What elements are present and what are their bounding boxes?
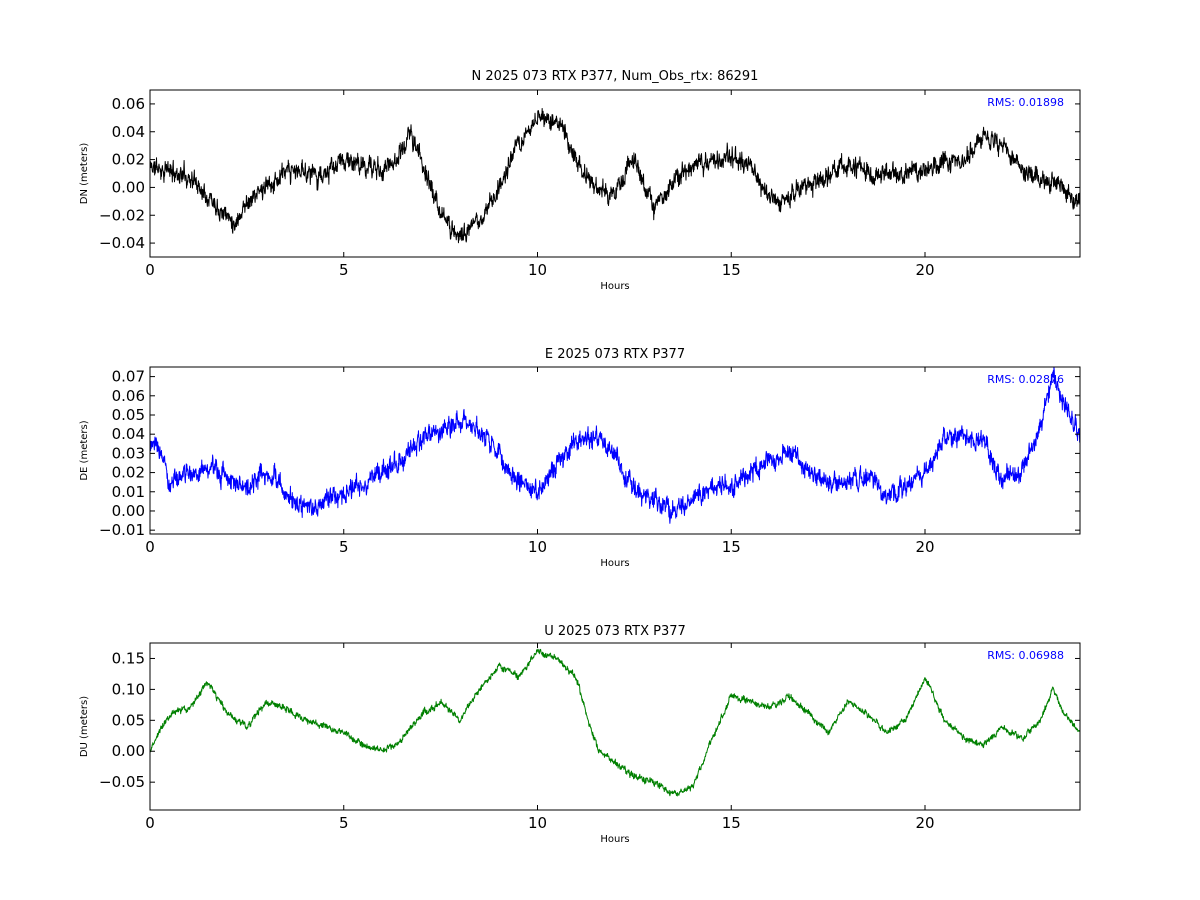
panel-up-rms-annotation: RMS: 0.06988	[987, 649, 1064, 662]
panel-up: U 2025 073 RTX P377 0 5 10 15 20 −0.05 0.00 0.0…	[79, 624, 1081, 845]
y-tick-label: −0.02	[99, 206, 145, 224]
panel-east-ylabel: DE (meters)	[79, 420, 90, 480]
x-tick-label: 20	[915, 261, 934, 279]
y-tick-label: 0.07	[112, 368, 145, 386]
y-tick-label: 0.02	[112, 151, 145, 169]
y-tick-label: −0.01	[99, 521, 145, 539]
panel-north-series-line	[150, 108, 1080, 244]
panel-east-series	[150, 367, 1080, 524]
y-tick-label: 0.06	[112, 95, 145, 113]
panel-north: N 2025 073 RTX P377, Num_Obs_rtx: 86291 …	[79, 69, 1081, 292]
panel-north-xlabel: Hours	[600, 281, 629, 292]
x-tick-label: 20	[915, 538, 934, 556]
panel-east: E 2025 073 RTX P377 0 5 10 15 20−0.010.000.0…	[79, 347, 1081, 569]
x-tick-label: 0	[145, 538, 155, 556]
x-tick-label: 5	[339, 814, 349, 832]
y-tick-label: 0.05	[112, 406, 145, 424]
x-tick-label: 15	[722, 261, 741, 279]
panel-north-series	[150, 108, 1080, 244]
panel-up-xlabel: Hours	[600, 834, 629, 845]
x-tick-label: 0	[145, 261, 155, 279]
panel-east-frame	[149, 366, 1081, 535]
y-tick-label: 0.04	[112, 123, 145, 141]
x-tick-label: 20	[915, 814, 934, 832]
y-tick-label: 0.10	[112, 680, 145, 698]
y-tick-label: 0.03	[112, 444, 145, 462]
panel-north-frame	[149, 89, 1081, 258]
panel-north-ticks: 0 5 10 15 20 −0.04 −0.02 0.00 0.02 0.04 0.06	[99, 90, 1080, 279]
y-tick-label: −0.05	[99, 773, 145, 791]
x-tick-label: 10	[528, 814, 547, 832]
x-tick-label: 0	[145, 814, 155, 832]
y-tick-label: −0.04	[99, 234, 145, 252]
y-tick-label: 0.15	[112, 649, 145, 667]
y-tick-label: 0.05	[112, 711, 145, 729]
panel-up-series-line	[150, 648, 1080, 797]
x-tick-label: 5	[339, 538, 349, 556]
panel-north-rms-annotation: RMS: 0.01898	[987, 96, 1064, 109]
y-tick-label: 0.04	[112, 425, 145, 443]
panel-east-title: E 2025 073 RTX P377	[545, 347, 685, 362]
panel-up-title: U 2025 073 RTX P377	[544, 624, 686, 639]
panel-east-series-line	[150, 367, 1080, 524]
panel-north-ylabel: DN (meters)	[79, 143, 90, 205]
panel-north-title: N 2025 073 RTX P377, Num_Obs_rtx: 86291	[472, 69, 759, 84]
panel-east-xlabel: Hours	[600, 558, 629, 569]
x-tick-label: 10	[528, 538, 547, 556]
y-tick-label: 0.00	[112, 178, 145, 196]
x-tick-label: 5	[339, 261, 349, 279]
y-tick-label: 0.00	[112, 502, 145, 520]
panel-east-ticks: 0 5 10 15 20−0.010.000.010.020.030.040.050.0…	[99, 367, 1080, 556]
panel-up-ylabel: DU (meters)	[79, 696, 90, 757]
y-tick-label: 0.01	[112, 483, 145, 501]
x-tick-label: 15	[722, 814, 741, 832]
panel-east-rms-annotation: RMS: 0.02876	[987, 373, 1064, 386]
panel-up-ticks: 0 5 10 15 20 −0.05 0.00 0.05 0.10 0.15	[99, 643, 1080, 832]
y-tick-label: 0.00	[112, 742, 145, 760]
x-tick-label: 10	[528, 261, 547, 279]
panel-up-series	[150, 648, 1080, 797]
panel-up-frame	[149, 642, 1081, 811]
y-tick-label: 0.02	[112, 464, 145, 482]
y-tick-label: 0.06	[112, 387, 145, 405]
x-tick-label: 15	[722, 538, 741, 556]
